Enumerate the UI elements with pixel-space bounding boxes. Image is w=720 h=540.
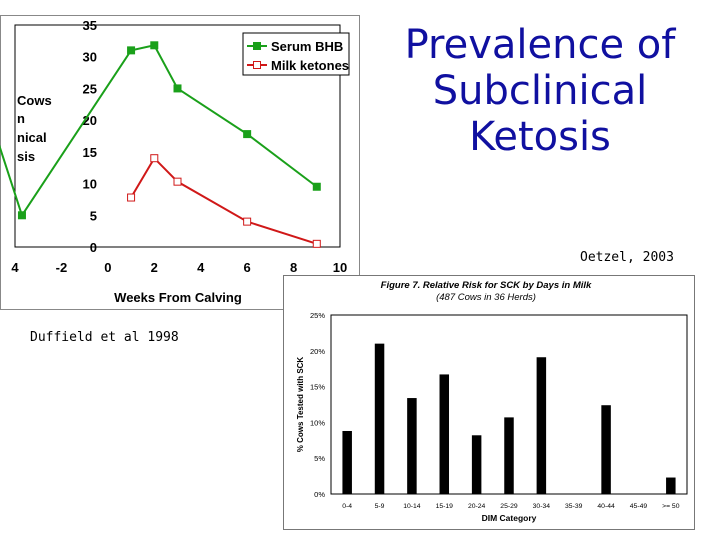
y-tick-label: 0 bbox=[90, 240, 97, 255]
x-tick-label: 4 bbox=[197, 260, 205, 275]
y-tick-label: 35 bbox=[83, 18, 97, 33]
x-tick-label: 20-24 bbox=[468, 503, 486, 510]
y-axis-label-fragment: n bbox=[17, 111, 25, 126]
bar bbox=[374, 343, 385, 494]
x-tick-label: 10 bbox=[333, 260, 347, 275]
bar bbox=[601, 405, 611, 494]
y-tick-label: 20% bbox=[310, 347, 325, 356]
x-tick-label: 8 bbox=[290, 260, 297, 275]
data-point bbox=[150, 154, 159, 163]
x-tick-label: 0 bbox=[104, 260, 111, 275]
data-point bbox=[243, 217, 252, 226]
y-tick-label: 5% bbox=[314, 454, 325, 463]
legend: Serum BHB Milk ketones bbox=[242, 32, 350, 76]
legend-swatch-marker bbox=[253, 42, 261, 50]
legend-label: Milk ketones bbox=[271, 58, 349, 73]
x-tick-label: -2 bbox=[56, 260, 68, 275]
y-tick-label: 10% bbox=[310, 418, 325, 427]
x-tick-label: 30-34 bbox=[533, 503, 551, 510]
x-tick-label: 35-39 bbox=[565, 503, 583, 510]
bar bbox=[471, 435, 482, 494]
plot-area-border bbox=[14, 24, 341, 248]
bar-chart-subtitle: (487 Cows in 36 Herds) bbox=[436, 292, 536, 303]
data-point bbox=[127, 193, 136, 202]
data-point bbox=[17, 211, 26, 220]
bar bbox=[504, 417, 514, 494]
slide-title: Prevalence of Subclinical Ketosis bbox=[380, 22, 700, 160]
x-tick-label: 25-29 bbox=[500, 503, 518, 510]
y-axis-label-fragment: Cows bbox=[17, 93, 52, 108]
bar-chart-frame bbox=[283, 275, 695, 530]
y-axis-label: % Cows Tested with SCK bbox=[296, 357, 305, 453]
data-point bbox=[173, 84, 182, 93]
y-tick-label: 0% bbox=[314, 490, 325, 499]
bar bbox=[536, 357, 547, 494]
x-tick-label: 6 bbox=[244, 260, 251, 275]
x-tick-label: >= 50 bbox=[662, 503, 680, 510]
citation-oetzel: Oetzel, 2003 bbox=[580, 250, 674, 265]
citation-duffield: Duffield et al 1998 bbox=[30, 330, 179, 345]
y-axis-label-fragment: nical bbox=[17, 130, 47, 145]
data-point bbox=[150, 41, 159, 50]
bar-chart: Figure 7. Relative Risk for SCK by Days … bbox=[283, 275, 695, 530]
data-point bbox=[312, 182, 321, 191]
y-tick-label: 5 bbox=[90, 208, 97, 223]
bar bbox=[439, 374, 450, 494]
y-tick-label: 10 bbox=[83, 177, 97, 192]
y-tick-label: 25 bbox=[83, 81, 97, 96]
legend-swatch-marker bbox=[253, 61, 261, 69]
x-axis-label: DIM Category bbox=[482, 513, 537, 523]
y-tick-label: 15 bbox=[83, 145, 97, 160]
y-tick-label: 25% bbox=[310, 311, 325, 320]
bar-chart-title: Figure 7. Relative Risk for SCK by Days … bbox=[381, 280, 592, 291]
data-point bbox=[243, 130, 252, 139]
bar bbox=[666, 477, 676, 494]
data-point bbox=[173, 177, 182, 186]
x-tick-label: 5-9 bbox=[375, 503, 385, 510]
slide-title-line-2: Subclinical bbox=[432, 68, 648, 114]
data-point bbox=[312, 239, 321, 248]
x-tick-label: 4 bbox=[11, 260, 19, 275]
x-tick-label: 45-49 bbox=[630, 503, 648, 510]
x-tick-label: 15-19 bbox=[436, 503, 454, 510]
slide-title-line-3: Ketosis bbox=[469, 114, 611, 160]
bar bbox=[342, 430, 352, 494]
y-tick-label: 30 bbox=[83, 50, 97, 65]
x-tick-label: 40-44 bbox=[597, 503, 615, 510]
x-tick-label: 10-14 bbox=[403, 503, 421, 510]
x-tick-label: 2 bbox=[151, 260, 158, 275]
bar bbox=[407, 398, 417, 494]
x-tick-label: 0-4 bbox=[342, 503, 352, 510]
x-axis-label: Weeks From Calving bbox=[114, 290, 242, 305]
y-axis-label-fragment: sis bbox=[17, 149, 35, 164]
legend-label: Serum BHB bbox=[271, 39, 343, 54]
data-point bbox=[127, 46, 136, 55]
y-tick-label: 15% bbox=[310, 383, 325, 392]
slide-title-line-1: Prevalence of bbox=[404, 22, 676, 68]
